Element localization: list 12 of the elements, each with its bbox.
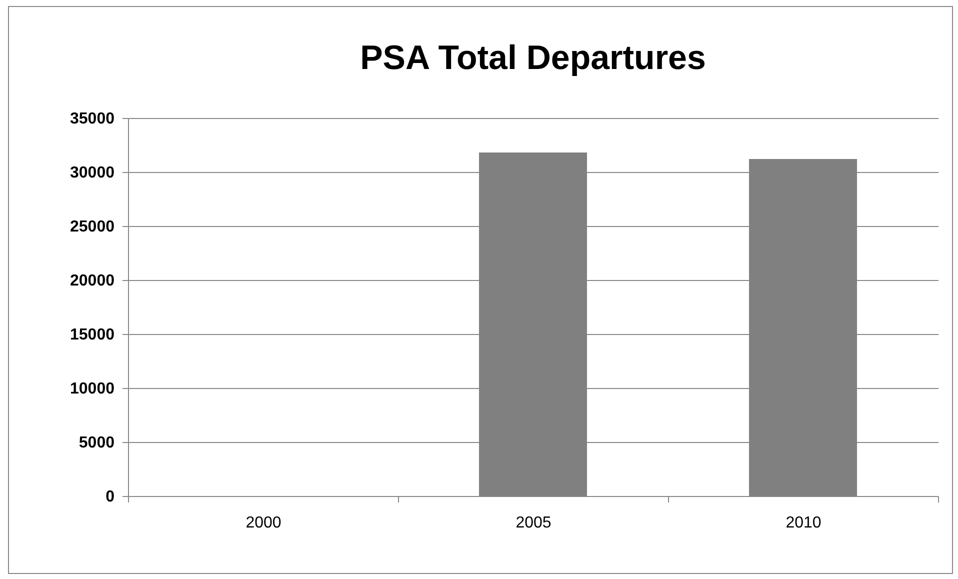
y-tick-label: 25000 <box>70 218 115 236</box>
y-tick-label: 0 <box>106 488 115 506</box>
y-tick-label: 10000 <box>70 380 115 398</box>
x-tick-label: 2005 <box>516 514 552 532</box>
x-tick-label: 2010 <box>786 514 822 532</box>
x-tick-label: 2000 <box>246 514 282 532</box>
y-tick-label: 20000 <box>70 272 115 290</box>
y-tick-label: 30000 <box>70 164 115 182</box>
y-tick-label: 5000 <box>78 434 115 452</box>
chart-title: PSA Total Departures <box>360 39 706 77</box>
y-tick-label: 15000 <box>70 326 115 344</box>
y-tick-label: 35000 <box>70 110 115 128</box>
